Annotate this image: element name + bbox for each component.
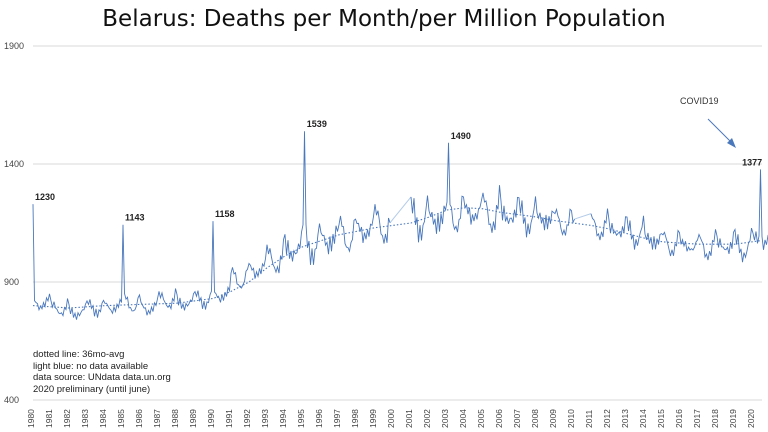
- x-tick-label-2017: 2017: [692, 409, 702, 428]
- x-tick-label-2014: 2014: [638, 409, 648, 428]
- x-tick-label-2020: 2020: [746, 409, 756, 428]
- note-data-source: data source: UNdata data.un.org: [33, 372, 171, 383]
- data-label-1143: 1143: [125, 213, 145, 223]
- x-tick-label-2013: 2013: [620, 409, 630, 428]
- moving-average-line: [32, 207, 761, 309]
- x-tick-label-1980: 1980: [26, 409, 36, 428]
- x-tick-label-2012: 2012: [602, 409, 612, 428]
- data-label-1230: 1230: [35, 192, 55, 202]
- x-tick-label-2000: 2000: [386, 409, 396, 428]
- covid-arrow-line: [707, 118, 734, 145]
- monthly-deaths-line-3: [590, 169, 768, 263]
- x-tick-label-2019: 2019: [728, 409, 738, 428]
- monthly-deaths-line-2: [410, 142, 575, 243]
- x-tick-label-2006: 2006: [494, 409, 504, 428]
- covid-annotation: COVID19: [680, 96, 719, 106]
- x-tick-label-1988: 1988: [170, 409, 180, 428]
- x-tick-label-1989: 1989: [188, 409, 198, 428]
- data-label-1377: 1377: [742, 157, 762, 167]
- x-tick-label-2008: 2008: [530, 409, 540, 428]
- x-tick-label-2009: 2009: [548, 409, 558, 428]
- note-light-blue: light blue: no data available: [33, 360, 149, 372]
- data-label-1490: 1490: [451, 131, 471, 141]
- x-tick-label-1996: 1996: [314, 409, 324, 428]
- x-tick-label-2015: 2015: [656, 409, 666, 428]
- x-tick-label-2016: 2016: [674, 409, 684, 428]
- y-tick-label-400: 400: [4, 395, 19, 405]
- x-tick-label-1993: 1993: [260, 409, 270, 428]
- x-tick-label-1998: 1998: [350, 409, 360, 428]
- x-tick-label-2005: 2005: [476, 409, 486, 428]
- x-tick-label-2004: 2004: [458, 409, 468, 428]
- x-tick-label-2011: 2011: [584, 409, 594, 428]
- x-tick-label-1982: 1982: [62, 409, 72, 428]
- chart-notes: dotted line: 36mo-avg light blue: no dat…: [33, 349, 171, 395]
- y-tick-label-1400: 1400: [4, 159, 24, 169]
- y-tick-label-900: 900: [4, 277, 19, 287]
- x-tick-label-1990: 1990: [206, 409, 216, 428]
- x-tick-label-1985: 1985: [116, 409, 126, 428]
- monthly-deaths-line-1: [32, 131, 391, 320]
- x-tick-label-2018: 2018: [710, 409, 720, 428]
- x-tick-label-1981: 1981: [44, 409, 54, 428]
- x-tick-label-1994: 1994: [278, 409, 288, 428]
- x-tick-label-1992: 1992: [242, 409, 252, 428]
- x-tick-label-2001: 2001: [404, 409, 414, 428]
- note-preliminary: 2020 preliminary (until june): [33, 383, 151, 395]
- y-tick-label-1900: 1900: [4, 41, 24, 51]
- x-tick-label-2002: 2002: [422, 409, 432, 428]
- missing-data-line-2: [574, 213, 592, 220]
- covid-arrow-head: [727, 138, 736, 148]
- chart-title: Belarus: Deaths per Month/per Million Po…: [102, 6, 666, 32]
- x-tick-label-1986: 1986: [134, 409, 144, 428]
- x-tick-label-1984: 1984: [98, 409, 108, 428]
- x-tick-label-2007: 2007: [512, 409, 522, 428]
- x-tick-label-1983: 1983: [80, 409, 90, 428]
- x-tick-label-2003: 2003: [440, 409, 450, 428]
- x-tick-label-1987: 1987: [152, 409, 162, 428]
- data-label-1539: 1539: [307, 119, 327, 129]
- note-dotted-line: dotted line: 36mo-avg: [33, 349, 125, 360]
- x-tick-label-1995: 1995: [296, 409, 306, 428]
- x-tick-label-1997: 1997: [332, 409, 342, 428]
- x-tick-label-1999: 1999: [368, 409, 378, 428]
- x-tick-label-2010: 2010: [566, 409, 576, 428]
- x-tick-label-1991: 1991: [224, 409, 234, 428]
- missing-data-line-1: [389, 196, 412, 224]
- data-label-1158: 1158: [215, 209, 235, 219]
